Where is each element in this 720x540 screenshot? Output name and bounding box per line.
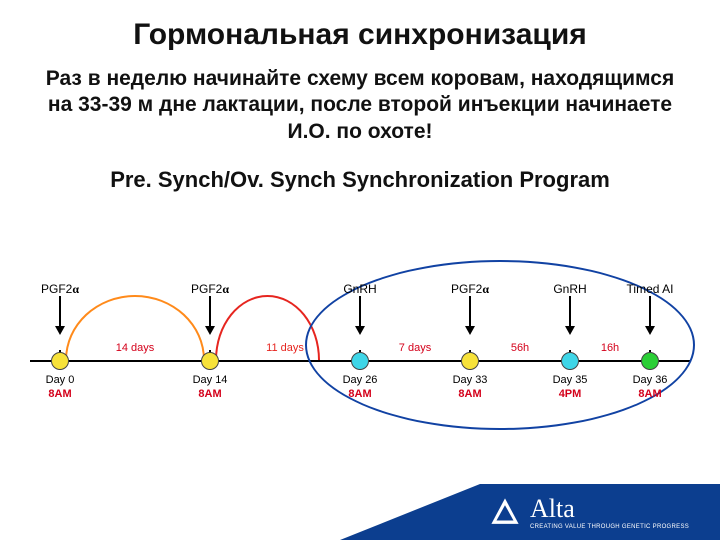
- time-label: 8AM: [458, 388, 481, 400]
- day-label: Day 33: [453, 374, 488, 386]
- time-label: 4PM: [559, 388, 582, 400]
- page-subtitle: Раз в неделю начинайте схему всем корова…: [0, 62, 720, 155]
- interval-label: 16h: [601, 342, 619, 354]
- injection-line: [469, 296, 471, 326]
- injection-label: GnRH: [343, 282, 376, 296]
- injection-arrow-icon: [55, 326, 65, 335]
- injection-arrow-icon: [465, 326, 475, 335]
- injection-line: [569, 296, 571, 326]
- timeline-node: [561, 352, 579, 370]
- day-label: Day 0: [46, 374, 75, 386]
- brand-tagline: CREATING VALUE THROUGH GENETIC PROGRESS: [530, 524, 689, 530]
- time-label: 8AM: [638, 388, 661, 400]
- brand-name: Alta: [530, 494, 689, 524]
- injection-line: [359, 296, 361, 326]
- injection-arrow-icon: [645, 326, 655, 335]
- time-label: 8AM: [348, 388, 371, 400]
- injection-line: [649, 296, 651, 326]
- sync-timeline-diagram: PGF2α Day 0 8AM PGF2α Day 14 8AM GnRH Day 26 8AM…: [30, 270, 690, 470]
- brand-logo-icon: [488, 495, 522, 529]
- injection-arrow-icon: [355, 326, 365, 335]
- injection-label: PGF2α: [451, 282, 489, 297]
- time-label: 8AM: [48, 388, 71, 400]
- injection-label: GnRH: [553, 282, 586, 296]
- interval-label: 56h: [511, 342, 529, 354]
- injection-line: [59, 296, 61, 326]
- timeline-node: [461, 352, 479, 370]
- brand-footer: Alta CREATING VALUE THROUGH GENETIC PROG…: [340, 484, 720, 540]
- time-label: 8AM: [198, 388, 221, 400]
- day-label: Day 26: [343, 374, 378, 386]
- timeline-node: [641, 352, 659, 370]
- program-heading: Pre. Synch/Ov. Synch Synchronization Pro…: [0, 155, 720, 193]
- timeline-node: [201, 352, 219, 370]
- interval-label: 14 days: [116, 342, 155, 354]
- interval-label: 7 days: [399, 342, 431, 354]
- injection-label: PGF2α: [41, 282, 79, 297]
- interval-label: 11 days: [266, 342, 304, 354]
- footer-triangle: [340, 484, 480, 540]
- day-label: Day 36: [633, 374, 668, 386]
- injection-line: [209, 296, 211, 326]
- day-label: Day 14: [193, 374, 228, 386]
- injection-arrow-icon: [565, 326, 575, 335]
- injection-label: PGF2α: [191, 282, 229, 297]
- timeline-node: [51, 352, 69, 370]
- page-title: Гормональная синхронизация: [0, 0, 720, 62]
- injection-arrow-icon: [205, 326, 215, 335]
- brand-block: Alta CREATING VALUE THROUGH GENETIC PROG…: [480, 484, 720, 540]
- timeline-node: [351, 352, 369, 370]
- injection-label: Timed AI: [627, 282, 674, 296]
- day-label: Day 35: [553, 374, 588, 386]
